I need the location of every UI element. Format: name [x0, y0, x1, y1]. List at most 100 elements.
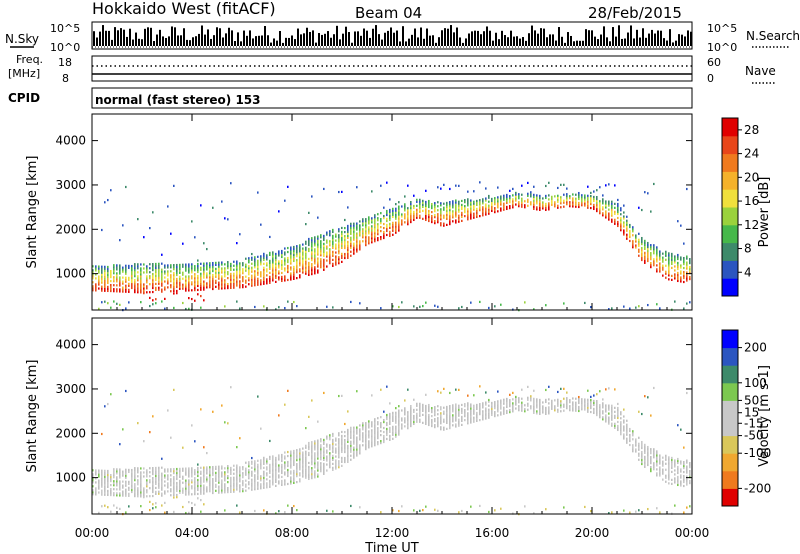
velocity-cell [398, 417, 400, 420]
velocity-cell [470, 415, 472, 418]
power-cell [194, 277, 196, 280]
noise-bar [504, 35, 506, 46]
velocity-cell [593, 394, 595, 397]
noise-bar [552, 34, 554, 46]
power-cell [473, 190, 475, 193]
power-cell [320, 250, 322, 253]
velocity-cell [512, 408, 514, 411]
power-cell [275, 260, 277, 264]
power-cell [374, 228, 376, 231]
velocity-cell [281, 471, 283, 475]
velocity-cell [386, 427, 388, 431]
noise-bar [114, 27, 116, 46]
power-cell [275, 268, 277, 272]
noise-bar [570, 35, 572, 46]
velocity-cell [197, 474, 199, 478]
velocity-cell [521, 407, 523, 410]
velocity-cell [176, 475, 178, 479]
velocity-cell [557, 390, 559, 394]
power-cell [596, 199, 598, 203]
power-cell [389, 216, 391, 220]
power-cell [617, 206, 619, 210]
velocity-cell [368, 420, 370, 423]
velocity-cell [428, 413, 430, 417]
power-cell [389, 224, 391, 228]
velocity-cell [269, 465, 271, 468]
power-cell [572, 205, 574, 208]
velocity-cell [152, 507, 154, 510]
power-cell [302, 251, 304, 254]
velocity-cell [224, 467, 226, 470]
power-cell [398, 215, 400, 218]
power-cell [410, 210, 412, 214]
velocity-cell [311, 477, 313, 480]
power-cell [593, 207, 595, 211]
velocity-cell [407, 413, 409, 416]
velocity-cell [404, 417, 406, 420]
colorbar-segment [722, 470, 738, 489]
freq-panel-frame [91, 55, 693, 82]
power-cell [614, 210, 616, 213]
velocity-cell [308, 475, 310, 479]
velocity-cell [344, 430, 346, 434]
velocity-cell [137, 475, 139, 478]
power-cell [653, 182, 655, 186]
power-cell [233, 280, 235, 283]
velocity-cell [305, 450, 307, 453]
colorbar-segment [722, 330, 738, 349]
power-cell [317, 245, 319, 248]
power-cell [536, 198, 538, 201]
power-cell [575, 193, 577, 196]
velocity-cell [119, 480, 121, 483]
velocity-cell [143, 475, 145, 478]
velocity-cell [479, 504, 481, 508]
power-cell [437, 305, 439, 308]
power-cell [440, 208, 442, 211]
velocity-cell [398, 411, 400, 414]
noise-bar [531, 25, 533, 46]
power-cell [386, 217, 388, 221]
velocity-cell [275, 466, 277, 470]
power-cell [668, 268, 670, 271]
velocity-cell [674, 465, 676, 468]
velocity-cell [620, 427, 622, 430]
power-cell [392, 223, 394, 226]
velocity-cell [224, 489, 226, 492]
power-cell [530, 193, 532, 196]
velocity-cell [446, 421, 448, 425]
power-cell [218, 267, 220, 270]
velocity-cell [566, 399, 568, 402]
power-cell [437, 209, 439, 212]
y-tick-label: 1000 [55, 471, 86, 485]
power-cell [452, 206, 454, 209]
velocity-cell [350, 440, 352, 443]
velocity-cell [269, 485, 271, 488]
velocity-cell [512, 402, 514, 405]
power-cell [575, 197, 577, 200]
velocity-cell [98, 471, 100, 474]
velocity-cell [203, 490, 205, 493]
velocity-cell [323, 391, 325, 395]
velocity-cell [635, 450, 637, 453]
power-cell [119, 282, 121, 285]
velocity-cell [464, 415, 466, 418]
power-cell [446, 215, 448, 219]
velocity-cell [377, 441, 379, 444]
velocity-cell [113, 492, 115, 495]
power-cell [650, 262, 652, 265]
power-cell [425, 204, 427, 208]
power-cell [344, 242, 346, 246]
velocity-cell [194, 503, 196, 506]
power-cell [419, 216, 421, 219]
velocity-cell [503, 412, 505, 415]
velocity-cell [179, 489, 181, 492]
power-cell [185, 279, 187, 282]
power-cell [332, 250, 334, 254]
velocity-cell [608, 406, 610, 409]
power-cell [140, 287, 142, 290]
power-cell [638, 240, 640, 243]
velocity-cell [563, 387, 565, 390]
power-cell [242, 264, 244, 267]
velocity-cell [155, 480, 157, 484]
power-cell [248, 269, 250, 272]
